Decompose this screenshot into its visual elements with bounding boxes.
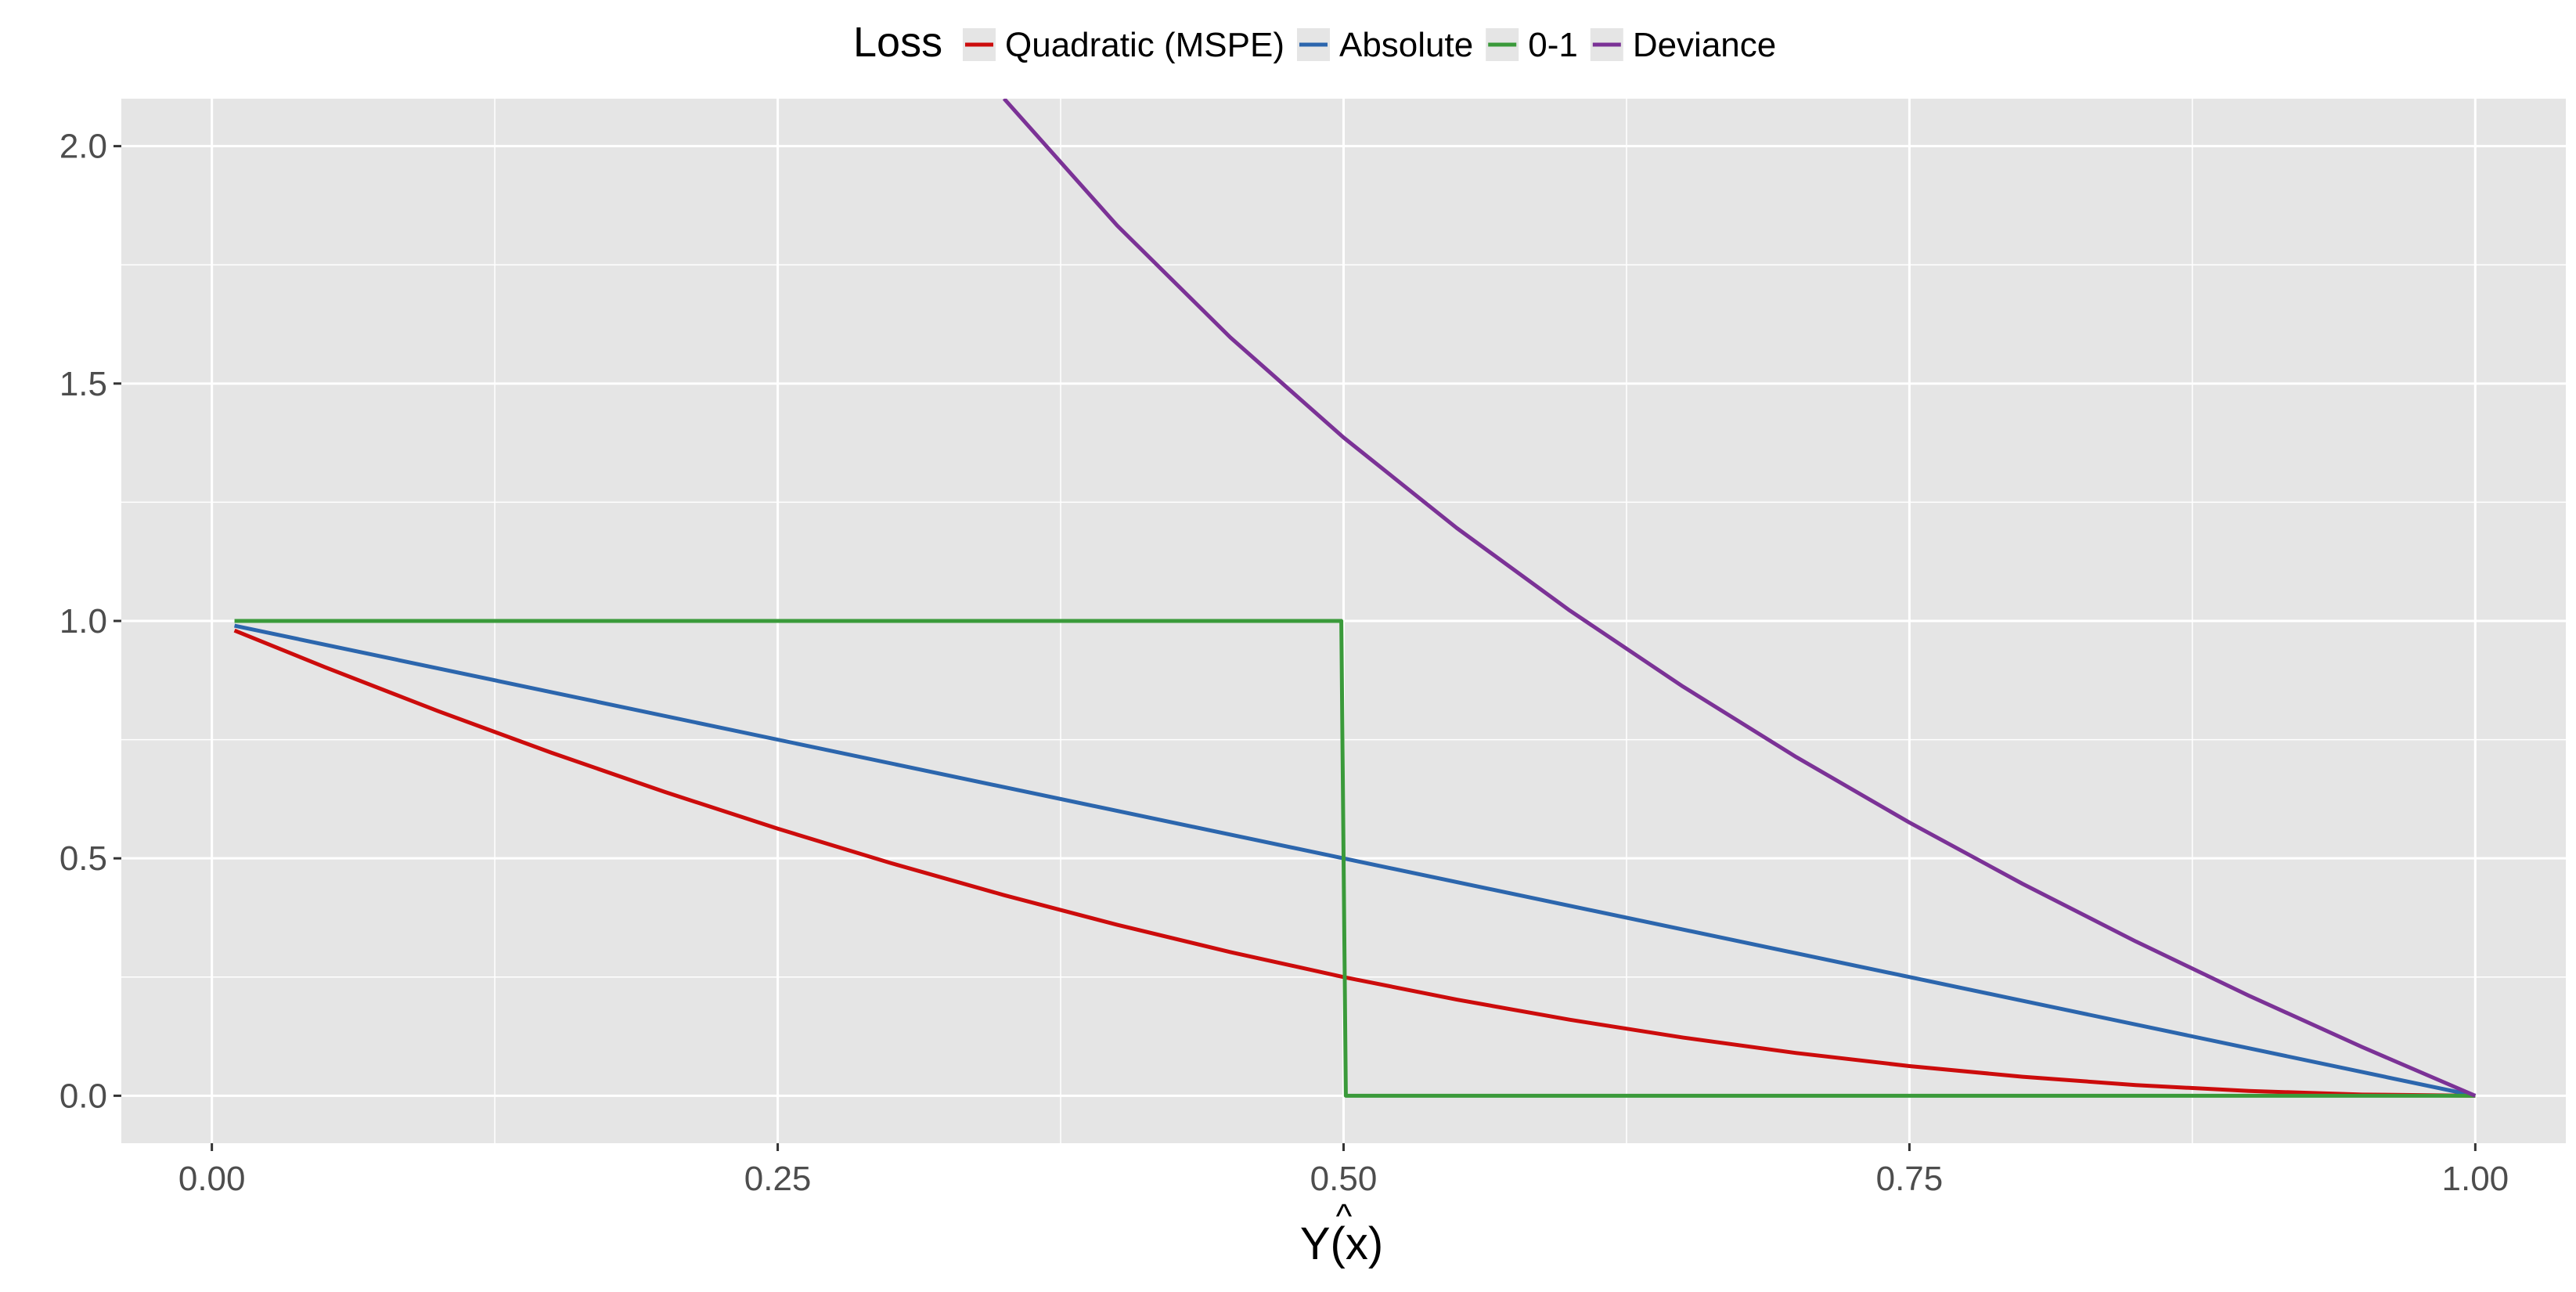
x-tick-label-0: 0.00	[178, 1160, 246, 1198]
series-group	[233, 99, 2477, 1098]
plot-panel	[121, 99, 2566, 1143]
axes: Y(x) ^ 0.00 0.25 0.50 0.75 1.00 0.0 0.5 1.0 1.5 2…	[59, 128, 2509, 1269]
x-tick-label-3: 0.75	[1876, 1160, 1944, 1198]
x-tick-label-4: 1.00	[2442, 1160, 2509, 1198]
legend-label-absolute: Absolute	[1339, 26, 1473, 64]
y-tick-label-3: 1.5	[59, 365, 107, 403]
y-tick-label-2: 1.0	[59, 602, 107, 641]
legend-label-quadratic-mspe: Quadratic (MSPE)	[1005, 26, 1284, 64]
legend-label-0-1: 0-1	[1528, 26, 1578, 64]
series-line-absolute	[234, 623, 2476, 1098]
y-tick-label-1: 0.5	[59, 839, 107, 878]
x-tick-label-1: 0.25	[744, 1160, 812, 1198]
x-axis-title-hat: ^	[1336, 1197, 1353, 1236]
legend-label-deviance: Deviance	[1633, 26, 1776, 64]
y-tick-label-0: 0.0	[59, 1077, 107, 1115]
x-axis-title: Y(x)	[1300, 1218, 1383, 1269]
series-line-deviance	[1002, 99, 2477, 1098]
series-line-0-1	[234, 619, 2476, 1098]
y-tick-label-4: 2.0	[59, 128, 107, 166]
x-tick-label-2: 0.50	[1310, 1160, 1378, 1198]
legend-title: Loss	[853, 19, 942, 66]
legend: Loss Quadratic (MSPE) Absolute 0-1 Deviance	[853, 19, 1776, 66]
